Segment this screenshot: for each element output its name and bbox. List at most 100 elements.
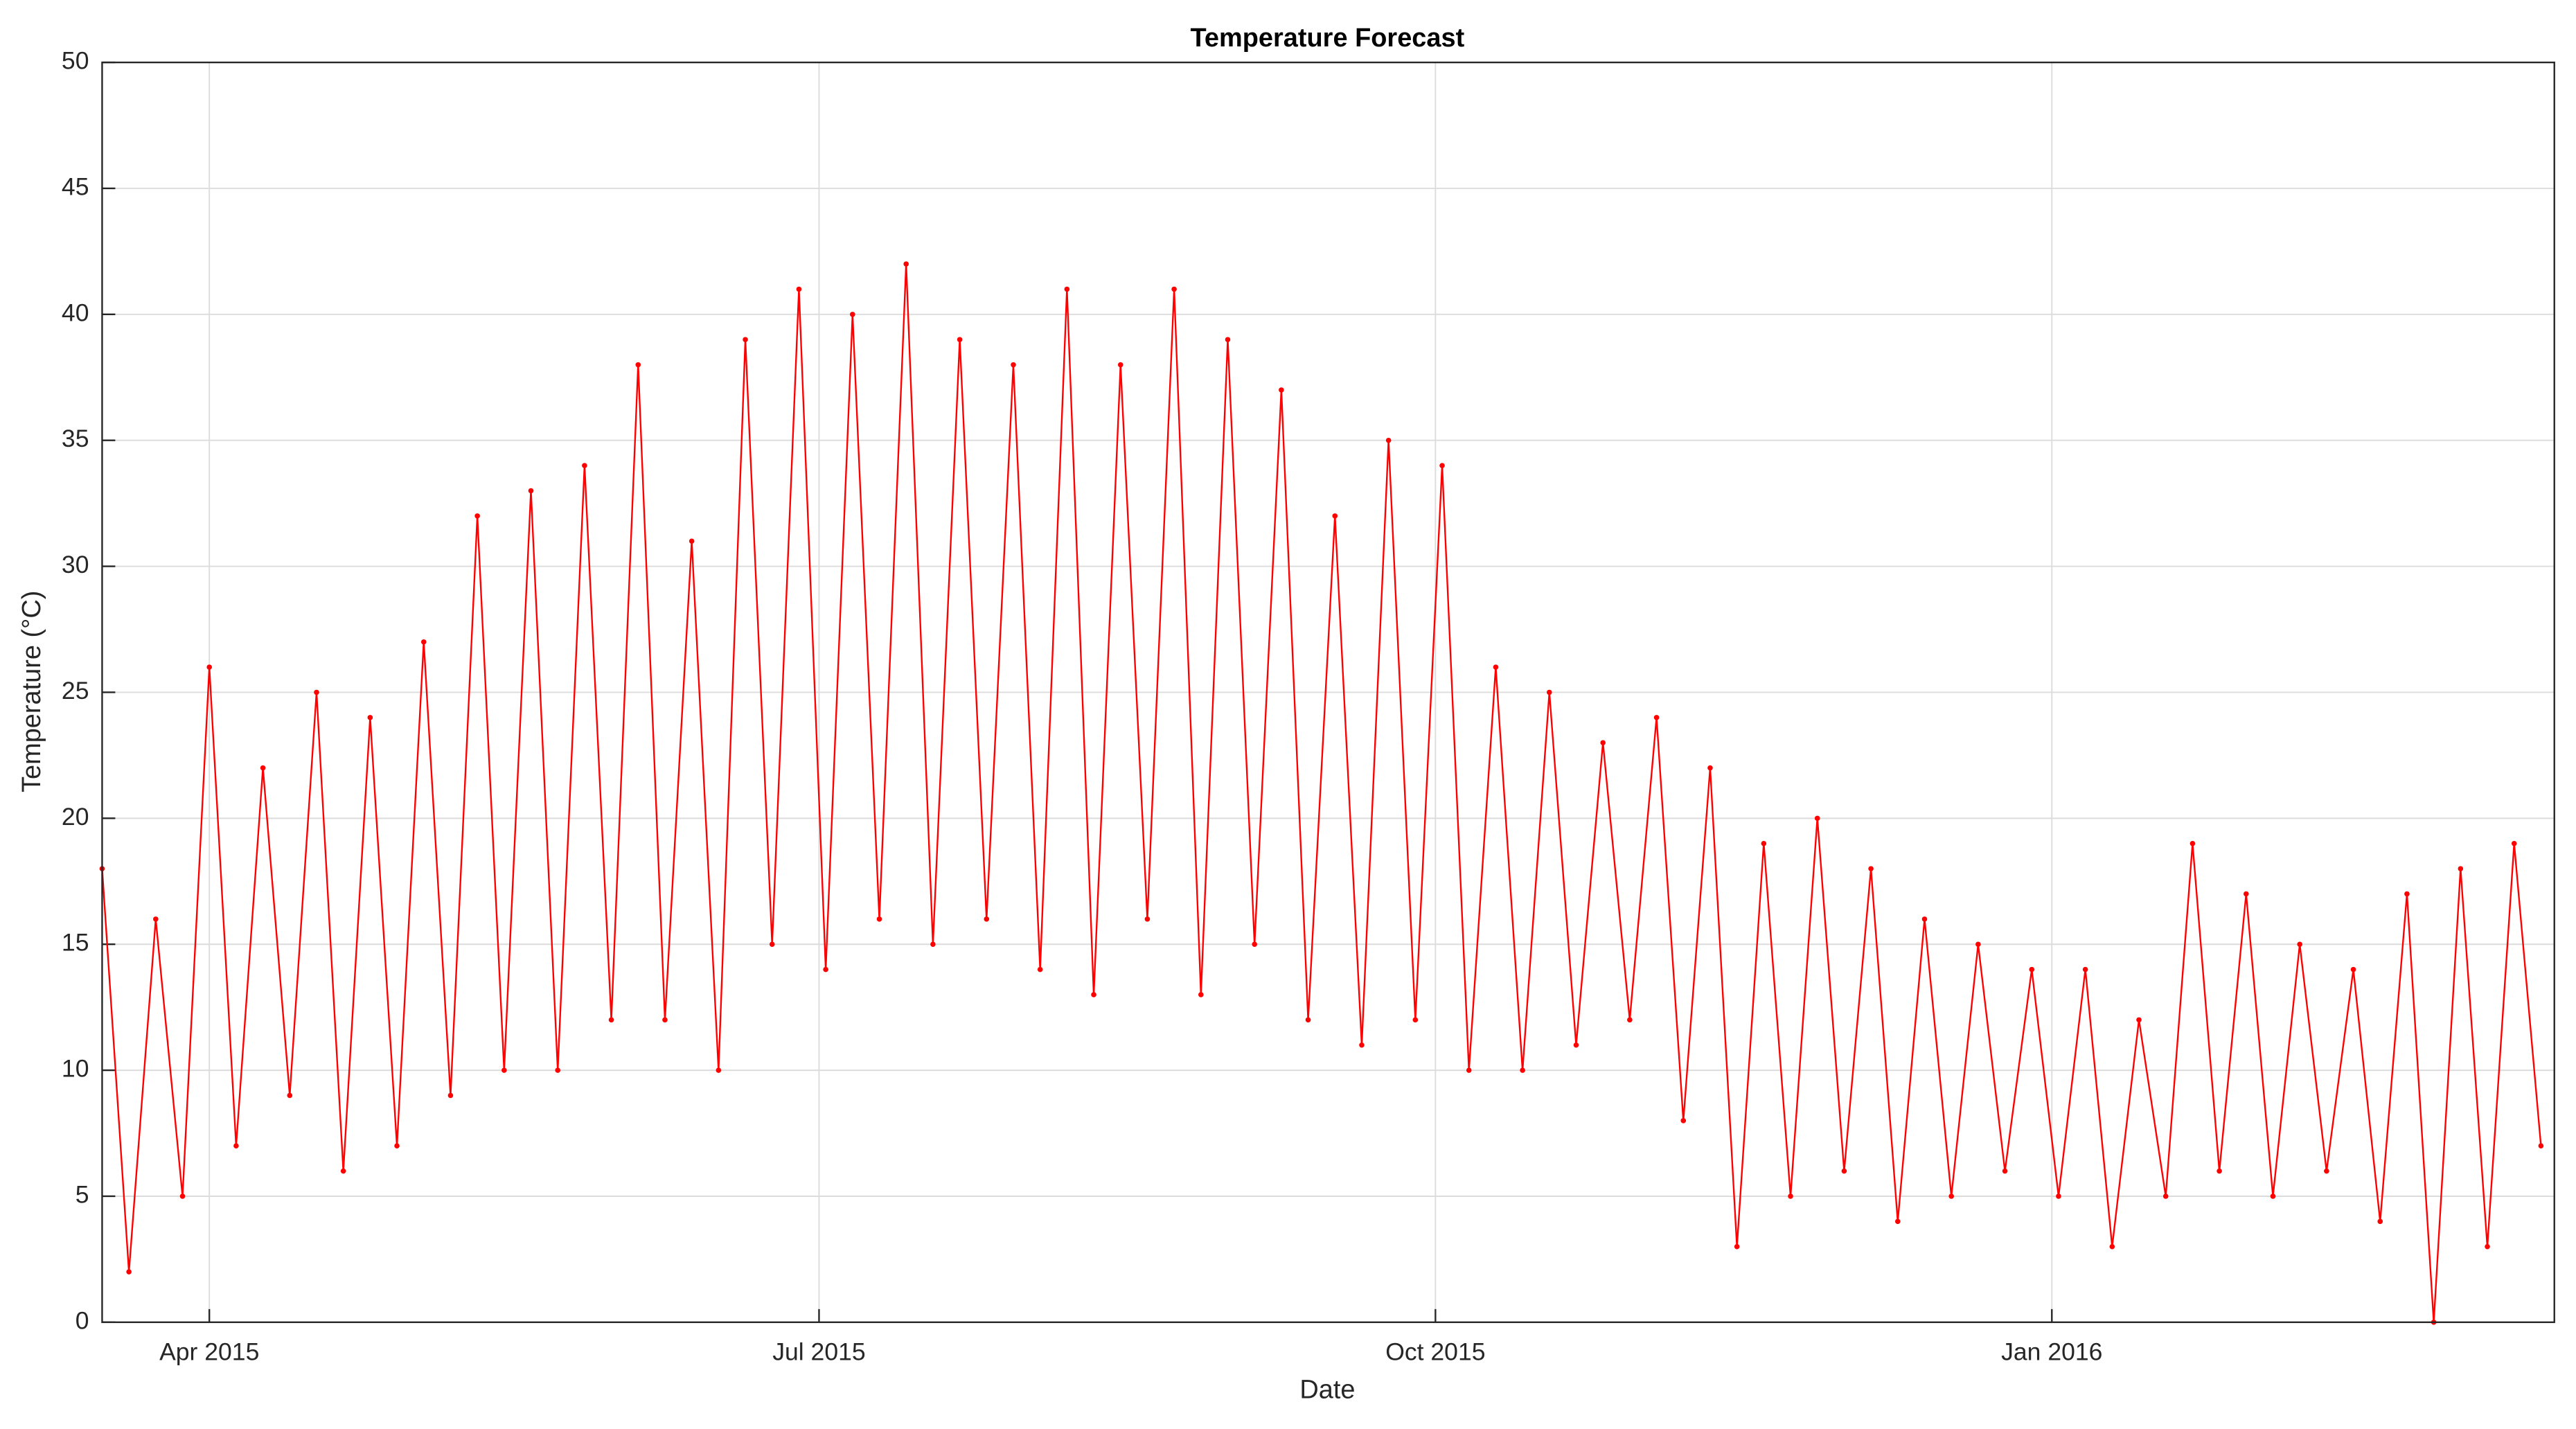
marker <box>206 664 213 670</box>
marker <box>394 1143 400 1149</box>
marker <box>2162 1193 2169 1199</box>
marker <box>1627 1017 1633 1023</box>
x-tick-label: Jul 2015 <box>772 1338 865 1365</box>
marker <box>2136 1017 2142 1023</box>
marker <box>876 916 882 922</box>
marker <box>1814 815 1820 822</box>
y-tick-label: 50 <box>62 46 89 74</box>
marker <box>260 765 266 771</box>
marker <box>153 916 159 922</box>
marker <box>823 966 828 973</box>
marker <box>903 261 909 267</box>
marker <box>1788 1193 1793 1199</box>
marker <box>2404 891 2410 897</box>
marker <box>179 1193 186 1199</box>
marker <box>233 1143 239 1149</box>
marker <box>1011 362 1016 368</box>
marker <box>635 362 641 368</box>
marker <box>2002 1168 2008 1174</box>
y-axis-label: Temperature (°C) <box>17 591 46 792</box>
marker <box>796 286 802 292</box>
marker <box>420 639 427 645</box>
marker <box>2270 1193 2276 1199</box>
marker <box>1573 1042 1579 1048</box>
y-tick-label: 20 <box>62 803 89 831</box>
marker <box>2056 1193 2061 1199</box>
marker <box>957 337 963 343</box>
marker <box>1332 513 1338 519</box>
chart-title: Temperature Forecast <box>1191 24 1465 53</box>
line <box>101 264 2542 1322</box>
marker <box>2458 866 2464 871</box>
marker <box>1385 437 1392 443</box>
marker <box>769 941 775 948</box>
marker <box>528 488 534 494</box>
marker <box>1171 286 1177 292</box>
marker <box>474 513 480 519</box>
marker <box>689 538 695 544</box>
marker <box>126 1269 132 1275</box>
marker <box>662 1017 668 1023</box>
marker <box>1064 286 1070 292</box>
marker <box>555 1067 561 1073</box>
marker <box>1841 1168 1847 1174</box>
marker <box>1547 689 1552 695</box>
marker <box>984 916 990 922</box>
y-tick-label: 5 <box>75 1180 89 1208</box>
marker <box>367 715 373 720</box>
marker <box>1439 463 1445 468</box>
marker <box>2538 1143 2544 1149</box>
x-tick-label: Jan 2016 <box>2001 1338 2102 1365</box>
marker <box>2324 1168 2329 1174</box>
marker <box>930 941 936 948</box>
marker <box>2297 941 2302 948</box>
marker <box>850 312 855 317</box>
marker <box>1493 664 1499 670</box>
marker <box>447 1092 454 1099</box>
x-tick-label: Oct 2015 <box>1385 1338 1485 1365</box>
marker <box>2350 966 2356 973</box>
y-tick-label: 25 <box>62 677 89 704</box>
marker <box>1252 941 1257 948</box>
marker <box>608 1017 614 1023</box>
marker <box>2485 1243 2490 1250</box>
marker <box>1948 1193 1954 1199</box>
marker <box>1653 715 1660 720</box>
marker <box>1466 1067 1472 1073</box>
marker <box>743 337 748 343</box>
marker <box>501 1067 507 1073</box>
plot-frame <box>101 61 2555 1324</box>
marker <box>1921 916 1928 922</box>
marker <box>1279 387 1284 393</box>
marker <box>1117 362 1123 368</box>
marker <box>1144 916 1151 922</box>
marker <box>1734 1243 1740 1250</box>
marker <box>582 463 587 468</box>
marker <box>1761 840 1767 846</box>
marker <box>1707 765 1713 771</box>
marker <box>287 1092 293 1099</box>
marker <box>1412 1017 1419 1023</box>
y-tick-label: 10 <box>62 1055 89 1083</box>
y-tick-label: 45 <box>62 172 89 200</box>
marker <box>1305 1017 1311 1023</box>
marker <box>314 689 319 695</box>
marker <box>1198 992 1204 997</box>
y-tick-label: 30 <box>62 551 89 578</box>
marker <box>1895 1218 1901 1225</box>
y-tick-label: 0 <box>75 1306 89 1334</box>
marker <box>2189 840 2196 846</box>
marker <box>2377 1218 2383 1225</box>
marker <box>1225 337 1231 343</box>
y-tick-label: 35 <box>62 425 89 452</box>
marker <box>2511 840 2517 846</box>
marker <box>1868 866 1874 871</box>
marker <box>1680 1118 1687 1124</box>
marker <box>2029 966 2035 973</box>
x-axis-label: Date <box>1299 1375 1355 1404</box>
marker <box>1037 966 1043 973</box>
y-tick-label: 40 <box>62 299 89 326</box>
y-tick-label: 15 <box>62 929 89 957</box>
